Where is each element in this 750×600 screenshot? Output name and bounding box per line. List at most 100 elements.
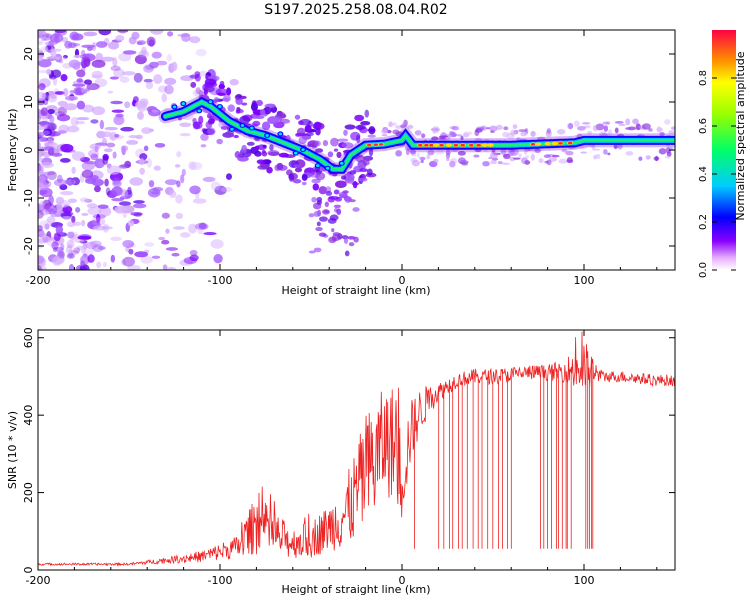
noise-blob (44, 146, 55, 152)
noise-blob (42, 114, 49, 123)
noise-blob (461, 162, 469, 166)
ridge-peak (535, 142, 542, 146)
noise-blob (311, 196, 317, 203)
noise-blob (122, 71, 136, 76)
noise-blob (446, 158, 450, 162)
noise-blob (301, 181, 307, 186)
noise-blob (54, 111, 65, 117)
noise-blob (237, 153, 243, 158)
noise-blob (110, 65, 121, 71)
noise-blob (420, 159, 424, 164)
noise-blob (75, 207, 81, 213)
noise-blob (221, 97, 230, 102)
noise-blob (101, 56, 115, 62)
noise-blob (105, 187, 111, 196)
noise-blob (151, 255, 161, 259)
noise-blob (87, 46, 93, 51)
noise-blob (166, 266, 177, 270)
noise-blob (41, 38, 47, 42)
colorbar-label: Normalized spectral amplitude (734, 51, 747, 220)
noise-blob (580, 151, 587, 154)
noise-blob (368, 147, 374, 157)
noise-blob (190, 81, 197, 88)
noise-blob (207, 127, 216, 136)
noise-blob (103, 148, 113, 153)
noise-blob (54, 30, 67, 33)
ridge-peak (429, 143, 434, 147)
noise-blob (495, 124, 503, 131)
noise-blob (151, 51, 162, 59)
noise-blob (166, 54, 172, 62)
noise-blob (70, 116, 79, 127)
noise-blob (114, 133, 120, 138)
noise-blob (41, 130, 51, 136)
noise-blob (203, 89, 208, 96)
noise-blob (456, 134, 463, 137)
noise-blob (86, 83, 100, 91)
noise-blob (133, 213, 142, 217)
noise-blob (46, 170, 57, 181)
noise-blob (181, 32, 191, 42)
noise-blob (60, 74, 68, 82)
noise-blob (614, 121, 624, 124)
noise-blob (112, 180, 122, 188)
noise-blob (189, 185, 201, 195)
noise-blob (110, 254, 116, 263)
noise-blob (366, 168, 373, 176)
y-tick-label: 600 (22, 327, 35, 348)
ridge-node (218, 105, 222, 108)
noise-blob (292, 179, 302, 184)
noise-blob (56, 200, 71, 208)
noise-blob (49, 115, 55, 124)
colorbar-tick-label: 0.8 (698, 70, 709, 86)
noise-blob (38, 91, 47, 101)
noise-blob (362, 159, 370, 166)
noise-blob (304, 124, 312, 133)
noise-blob (81, 219, 86, 227)
ridge-peak (469, 143, 474, 147)
noise-blob (401, 122, 406, 127)
noise-blob (64, 95, 78, 101)
noise-blob (101, 131, 112, 138)
noise-blob (67, 243, 73, 249)
noise-blob (117, 30, 129, 33)
noise-blob (581, 122, 591, 125)
snr-frame (37, 329, 676, 571)
noise-blob (138, 158, 145, 166)
noise-blob (149, 30, 164, 35)
noise-blob (82, 104, 95, 113)
noise-blob (38, 151, 42, 161)
noise-blob (87, 254, 95, 263)
noise-blob (421, 133, 426, 139)
noise-blob (106, 142, 116, 148)
noise-blob (95, 41, 108, 48)
noise-blob (595, 123, 605, 131)
noise-blob (101, 137, 108, 147)
noise-blob (435, 149, 445, 155)
noise-blob (60, 243, 65, 251)
ridge-node (181, 102, 185, 105)
noise-blob (189, 36, 201, 44)
noise-blob (67, 221, 76, 228)
noise-blob (179, 122, 192, 128)
noise-blob (407, 124, 414, 129)
noise-blob (122, 50, 137, 55)
noise-blob (148, 61, 159, 69)
noise-blob (314, 140, 321, 147)
noise-blob (171, 61, 178, 72)
noise-blob (174, 164, 181, 168)
noise-blob (162, 264, 168, 270)
noise-blob (118, 201, 132, 206)
noise-blob (595, 154, 601, 160)
ridge-node (230, 127, 234, 131)
noise-blob (91, 106, 106, 116)
noise-blob (513, 157, 521, 160)
noise-blob (214, 185, 227, 195)
noise-blob (327, 196, 336, 203)
noise-blob (325, 191, 333, 196)
noise-blob (573, 120, 580, 127)
noise-blob (118, 164, 129, 169)
noise-blob (347, 235, 356, 240)
noise-blob (153, 74, 163, 85)
noise-blob (57, 256, 64, 263)
